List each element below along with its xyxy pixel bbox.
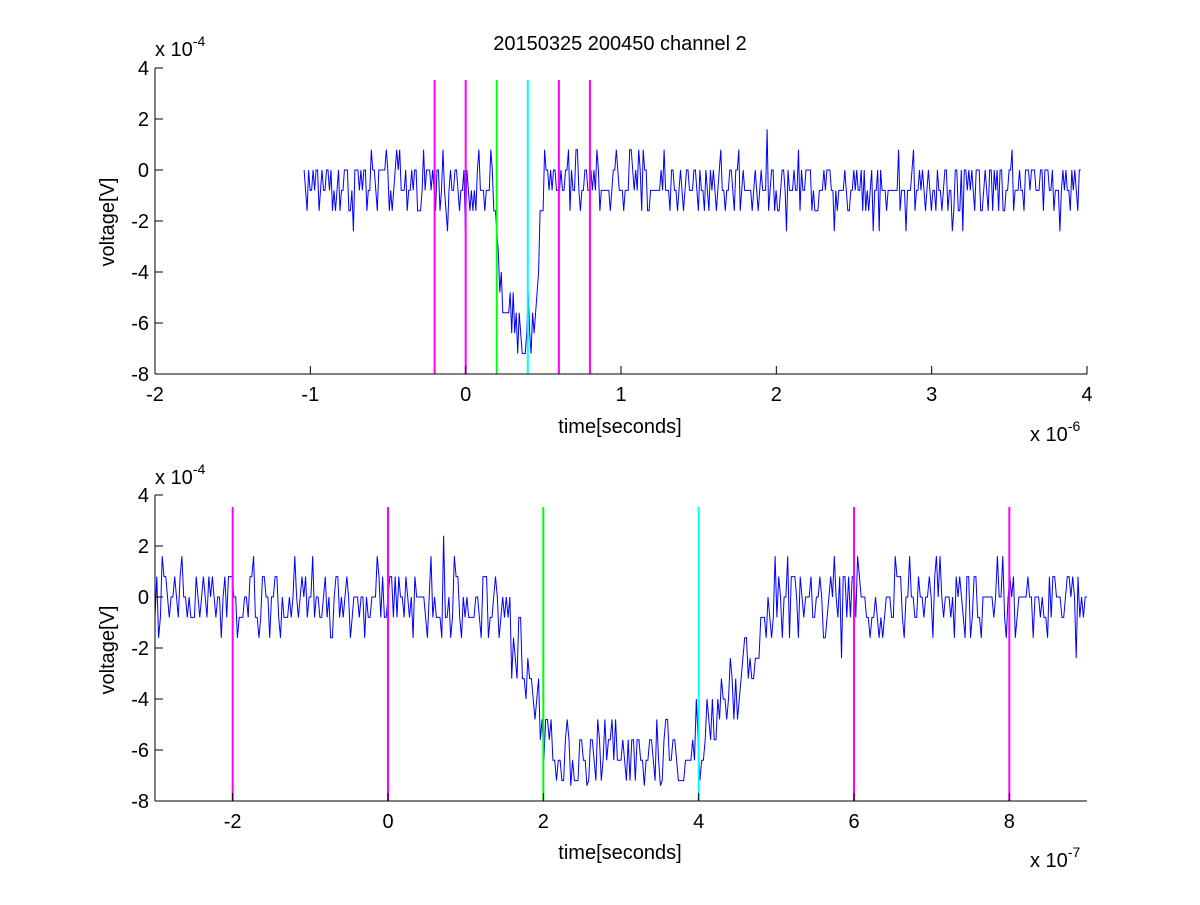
top-y-tick-label: -4 <box>131 262 149 284</box>
top-x-tick-label: 2 <box>771 384 782 406</box>
bottom-x-tick-label: 8 <box>1004 811 1015 833</box>
bottom-y-tick-label: 2 <box>138 536 149 558</box>
bottom-x-tick-label: -2 <box>224 811 242 833</box>
bottom-x-tick-label: 0 <box>382 811 393 833</box>
bottom-y-tick-label: -2 <box>131 638 149 660</box>
top-x-tick-label: -2 <box>146 384 164 406</box>
bottom-x-axis-label: time[seconds] <box>558 842 681 864</box>
top-y-tick-label: -8 <box>131 364 149 386</box>
bottom-y-tick-label: 0 <box>138 587 149 609</box>
top-y-tick-label: -6 <box>131 313 149 335</box>
bottom-voltage-trace <box>154 535 1087 786</box>
top-x-tick-label: 0 <box>460 384 471 406</box>
bottom-y-exponent: x 10-4 <box>155 461 205 489</box>
top-x-tick-label: 1 <box>615 384 626 406</box>
top-x-axis-label: time[seconds] <box>558 416 681 438</box>
figure-title: 20150325 200450 channel 2 <box>493 33 747 55</box>
bottom-x-exponent: x 10-7 <box>1030 844 1080 872</box>
top-x-tick-label: 4 <box>1081 384 1092 406</box>
top-subplot: time[seconds] voltage[V] x 10-4 x 10-6 -… <box>97 33 1093 446</box>
bottom-x-tick-label: 4 <box>693 811 704 833</box>
bottom-y-tick-label: -8 <box>131 791 149 813</box>
bottom-y-axis-label: voltage[V] <box>97 606 119 695</box>
top-y-tick-label: -2 <box>131 211 149 233</box>
top-y-tick-label: 4 <box>138 58 149 80</box>
bottom-y-tick-label: -6 <box>131 740 149 762</box>
top-voltage-trace <box>303 129 1081 355</box>
bottom-y-tick-label: 4 <box>138 485 149 507</box>
top-y-axis-label: voltage[V] <box>97 178 119 267</box>
top-x-tick-label: -1 <box>301 384 319 406</box>
top-y-exponent: x 10-4 <box>155 33 205 61</box>
bottom-x-tick-label: 6 <box>848 811 859 833</box>
top-x-tick-label: 3 <box>926 384 937 406</box>
bottom-y-tick-label: -4 <box>131 689 149 711</box>
top-y-tick-label: 2 <box>138 109 149 131</box>
top-x-exponent: x 10-6 <box>1030 418 1080 446</box>
bottom-x-tick-label: 2 <box>538 811 549 833</box>
bottom-subplot: time[seconds] voltage[V] x 10-4 x 10-7 -… <box>97 461 1087 872</box>
top-y-tick-label: 0 <box>138 160 149 182</box>
